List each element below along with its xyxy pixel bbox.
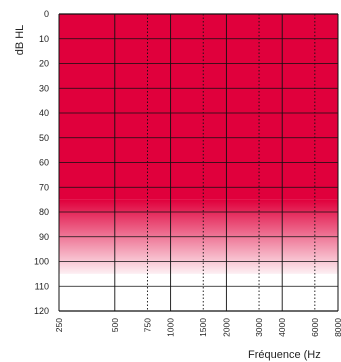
- y-tick-label: 60: [39, 158, 49, 168]
- shaded-region: [59, 14, 338, 274]
- y-tick-label: 80: [39, 207, 49, 217]
- x-tick-label: 1500: [198, 318, 208, 337]
- y-tick-label: 30: [39, 83, 49, 93]
- y-tick-label: 0: [44, 9, 49, 19]
- y-tick-label: 50: [39, 133, 49, 143]
- x-tick-label: 250: [54, 318, 64, 332]
- y-tick-label: 100: [34, 257, 49, 267]
- y-tick-label: 40: [39, 108, 49, 118]
- x-tick-labels: 250 500 750 1000 1500 2000 3000 4000 6000 8000: [54, 318, 341, 337]
- y-tick-label: 120: [34, 306, 49, 316]
- grid: [58, 13, 339, 312]
- x-tick-label: 6000: [310, 318, 320, 337]
- x-tick-label: 750: [142, 318, 152, 332]
- y-tick-labels: 0 10 20 30 40 50 60 70 80 90 100 110 120: [34, 9, 49, 316]
- x-axis-label: Fréquence (Hz: [248, 349, 321, 361]
- x-tick-label: 8000: [333, 318, 341, 337]
- shaded-region-solid: [59, 14, 338, 200]
- x-tick-label: 4000: [277, 318, 287, 337]
- y-tick-label: 10: [39, 34, 49, 44]
- x-tick-label: 3000: [254, 318, 264, 337]
- y-tick-label: 110: [35, 281, 49, 291]
- x-tick-label: 1000: [166, 318, 176, 337]
- y-tick-label: 70: [39, 182, 49, 192]
- y-axis-label: dB HL: [14, 25, 26, 56]
- x-tick-label: 500: [110, 318, 120, 332]
- y-tick-label: 90: [39, 232, 49, 242]
- x-tick-label: 2000: [221, 318, 231, 337]
- y-tick-label: 20: [39, 59, 49, 69]
